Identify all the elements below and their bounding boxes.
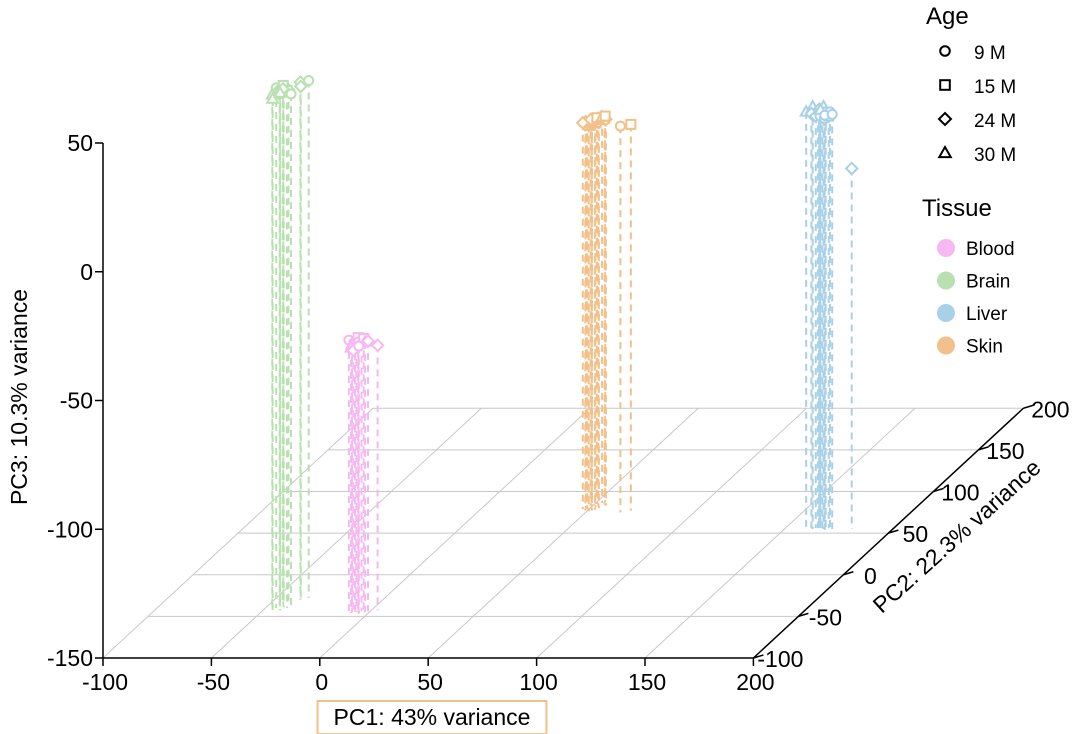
legend-tissue-label: Liver [966,304,1008,325]
skin-circle-marker [614,120,626,132]
y-axis-tick [843,571,854,576]
blood-diamond-marker [370,338,385,353]
floor-grid [102,407,1024,659]
y-axis-tick-label: 0 [864,563,877,589]
skin-square-marker [599,110,611,122]
legend-age-entries: 9 M 15 M 24 M 30 M [937,43,1016,166]
data-points [265,74,859,358]
z-axis-tick-label: -150 [47,645,93,671]
x-axis-tick-label: 100 [519,669,557,695]
x-axis-title: PC1: 43% variance [334,704,531,730]
z-axis-tick-label: 50 [67,130,93,156]
y-axis-tick [798,612,809,618]
y-axis-tick [933,487,944,493]
x-axis-tick-label: -50 [197,669,230,695]
x-axis-tick-label: -100 [82,669,128,695]
y-axis-tick [978,446,989,451]
x-axis-tick-label: 50 [417,669,443,695]
y-axis-tick [753,654,764,659]
liver-diamond-marker [844,161,859,176]
y-axis-tick-label: 100 [941,480,979,506]
brain-triangle-marker [272,85,288,98]
brain-circle-marker [285,88,297,100]
legend-age-label: 9 M [974,43,1006,64]
x-axis-tick-label: 150 [628,669,666,695]
y-axis-tick-label: 200 [1031,396,1069,422]
z-axis-tick-label: -100 [47,516,93,542]
blood-diamond-marker [360,333,376,349]
legend-age-triangle-icon [937,144,953,159]
legend-age-title: Age [926,3,969,30]
z-axis-tick-label: -50 [60,388,93,414]
legend-tissue-blood-swatch [937,239,955,257]
y-axis-tick [1023,404,1034,409]
z-axis-title: PC3: 10.3% variance [6,289,32,505]
drop-lines [271,80,853,614]
legend-age-label: 24 M [974,111,1016,132]
x-axis-title-box [316,700,548,734]
y-axis-tick-label: 50 [903,521,929,547]
legend-age-label: 30 M [974,145,1016,166]
y-axis-tick-label: -50 [809,604,842,630]
legend: Age 9 M 15 M 24 M 30 M Tissue Blood Brain Liv… [922,3,1016,358]
legend-tissue-skin-swatch [937,336,955,355]
brain-circle-marker [303,74,315,86]
legend-tissue-title: Tissue [922,195,992,222]
legend-age-square-icon [939,79,951,91]
legend-tissue-entries: Blood Brain Liver Skin [937,239,1015,358]
x-axis-tick-label: 200 [736,669,774,695]
y-axis-tick-label: -100 [757,646,803,672]
legend-age-diamond-icon [937,111,953,127]
legend-tissue-brain-swatch [937,271,955,290]
legend-age-label: 15 M [974,77,1016,98]
axes: -100 -50 0 50 100 150 200-100-50050100150200-1… [47,130,1070,695]
z-axis-tick-label: 0 [80,259,93,285]
brain-triangle-marker [265,91,280,104]
legend-age-circle-icon [939,45,951,57]
y-axis-tick [888,529,899,534]
brain-diamond-marker [293,79,308,94]
legend-tissue-liver-swatch [937,304,955,322]
y-axis-tick-label: 150 [986,438,1024,464]
legend-tissue-label: Skin [966,337,1003,358]
legend-tissue-label: Brain [966,272,1010,293]
blood-circle-marker [353,340,365,352]
liver-circle-marker [826,108,838,120]
x-axis-tick-label: 0 [315,669,328,695]
skin-square-marker [625,118,637,130]
legend-tissue-label: Blood [966,239,1015,260]
